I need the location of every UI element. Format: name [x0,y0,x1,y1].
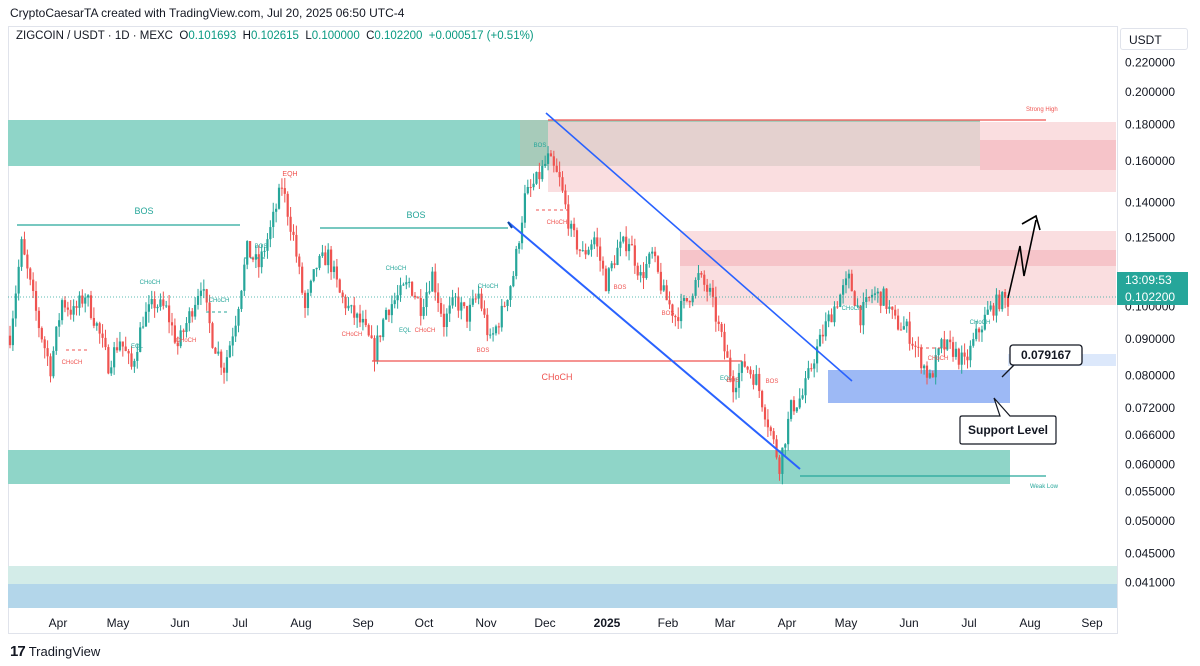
price-tick-label: 0.100000 [1125,300,1175,314]
price-tick-label: 0.220000 [1125,55,1175,69]
price-tick-label: 0.072000 [1125,401,1175,415]
low-value: 0.100000 [311,30,360,42]
price-tick-label: 0.140000 [1125,195,1175,209]
high-label: H [242,30,251,42]
last-price-text: 0.102200 [1125,290,1175,304]
author-credit: CryptoCaesarTA created with TradingView.… [10,6,405,20]
price-tick-label: 0.066000 [1125,428,1175,442]
currency-button[interactable]: USDT [1120,28,1188,50]
tradingview-footer: 17 TradingView [10,643,100,660]
price-tick-label: 0.045000 [1125,547,1175,561]
chart-frame [8,26,1118,634]
open-label: O [179,30,189,42]
price-tick-label: 0.055000 [1125,485,1175,499]
close-value: 0.102200 [374,30,423,42]
price-tick-label: 0.090000 [1125,332,1175,346]
open-value: 0.101693 [188,30,237,42]
low-label: L [305,30,312,42]
price-tick-label: 0.125000 [1125,230,1175,244]
price-tick-label: 0.041000 [1125,576,1175,590]
symbol-name[interactable]: ZIGCOIN / USDT · 1D · MEXC [16,30,173,42]
price-tick-label: 0.080000 [1125,369,1175,383]
price-tick-label: 0.200000 [1125,85,1175,99]
change-value: +0.000517 (+0.51%) [428,30,534,42]
tradingview-logo-icon: 17 [10,643,26,660]
close-label: C [366,30,375,42]
price-tick-label: 0.050000 [1125,514,1175,528]
price-tick-label: 0.110000 [1125,270,1174,284]
top-bar: CryptoCaesarTA created with TradingView.… [0,0,1200,26]
symbol-legend: ZIGCOIN / USDT · 1D · MEXC O0.101693 H0.… [16,30,534,42]
price-tick-label: 0.160000 [1125,154,1175,168]
last-price-tag [1117,288,1188,305]
countdown-text: 13:09:53 [1125,273,1172,287]
countdown-tag [1117,272,1188,288]
tradingview-brand: TradingView [28,644,101,659]
price-tick-label: 0.060000 [1125,458,1175,472]
high-value: 0.102615 [250,30,299,42]
price-tick-label: 0.180000 [1125,118,1175,132]
